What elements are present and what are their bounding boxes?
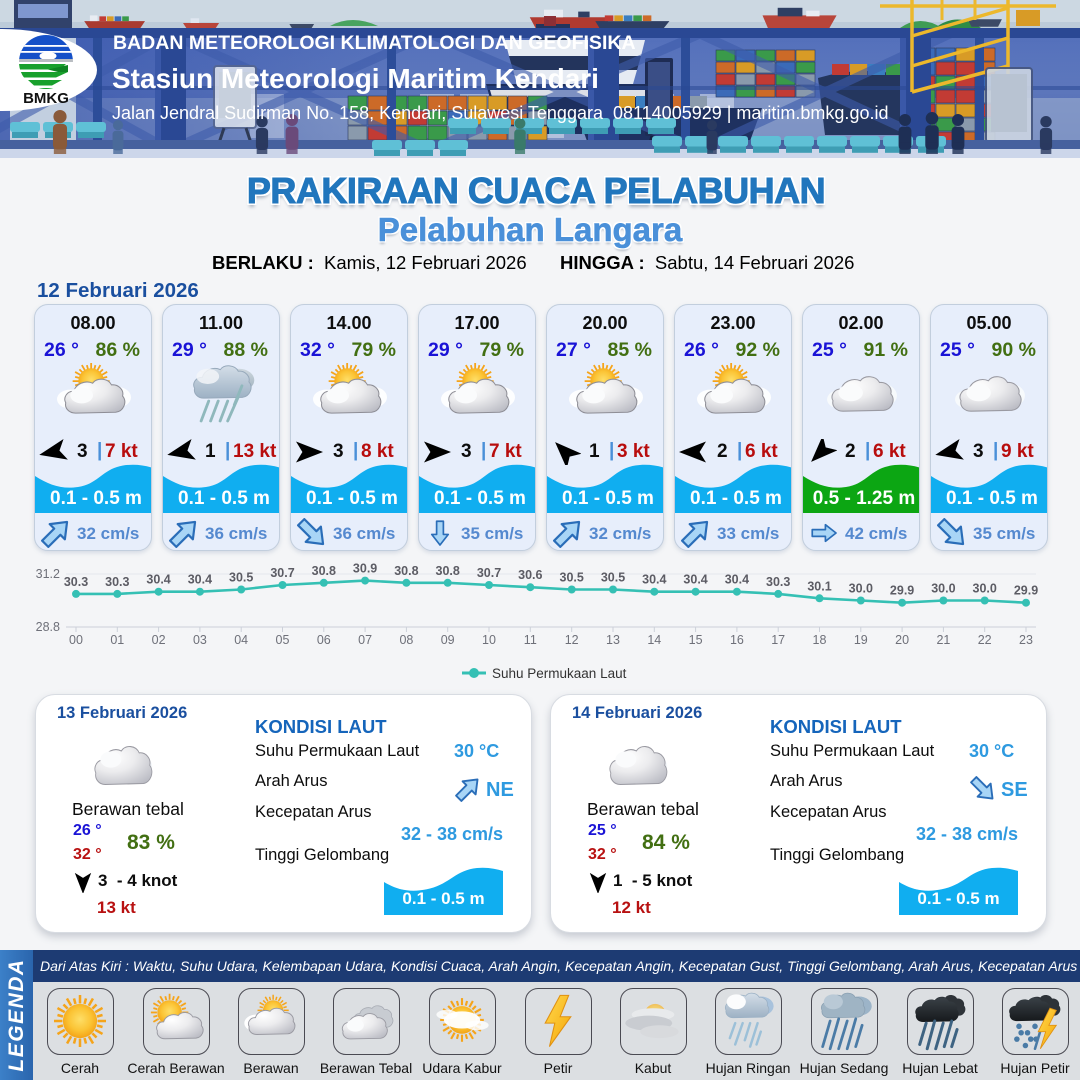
- svg-text:23: 23: [1019, 633, 1033, 647]
- svg-text:17: 17: [771, 633, 785, 647]
- svg-text:30.4: 30.4: [188, 573, 212, 587]
- svg-text:Stasiun Meteorologi Maritim Ke: Stasiun Meteorologi Maritim Kendari: [112, 63, 599, 94]
- svg-text:30.3: 30.3: [105, 575, 129, 589]
- svg-text:03: 03: [193, 633, 207, 647]
- svg-text:07: 07: [358, 633, 372, 647]
- svg-text:15: 15: [689, 633, 703, 647]
- svg-text:30.9: 30.9: [353, 562, 377, 576]
- svg-text:02: 02: [152, 633, 166, 647]
- svg-text:20: 20: [895, 633, 909, 647]
- svg-text:Jalan Jendral Sudirman No. 158: Jalan Jendral Sudirman No. 158, Kendari,…: [112, 103, 888, 123]
- svg-text:30.0: 30.0: [849, 582, 873, 596]
- svg-text:29.9: 29.9: [1014, 584, 1038, 598]
- svg-text:21: 21: [936, 633, 950, 647]
- svg-text:30.7: 30.7: [270, 566, 294, 580]
- svg-text:30.6: 30.6: [518, 568, 542, 582]
- svg-text:30.8: 30.8: [394, 564, 418, 578]
- svg-text:30.3: 30.3: [766, 575, 790, 589]
- svg-text:14: 14: [647, 633, 661, 647]
- svg-text:01: 01: [110, 633, 124, 647]
- svg-text:30.3: 30.3: [64, 575, 88, 589]
- svg-text:08: 08: [399, 633, 413, 647]
- svg-text:30.0: 30.0: [931, 582, 955, 596]
- svg-text:13: 13: [606, 633, 620, 647]
- svg-text:30.4: 30.4: [725, 573, 749, 587]
- svg-text:30.8: 30.8: [436, 564, 460, 578]
- svg-text:28.8: 28.8: [36, 620, 60, 634]
- svg-text:30.4: 30.4: [146, 573, 170, 587]
- svg-text:30.5: 30.5: [229, 571, 253, 585]
- svg-text:16: 16: [730, 633, 744, 647]
- svg-text:31.2: 31.2: [36, 567, 60, 581]
- svg-text:10: 10: [482, 633, 496, 647]
- svg-text:29.9: 29.9: [890, 584, 914, 598]
- svg-text:BMKG: BMKG: [23, 90, 69, 107]
- svg-text:30.5: 30.5: [601, 571, 625, 585]
- svg-text:30.5: 30.5: [560, 571, 584, 585]
- svg-text:00: 00: [69, 633, 83, 647]
- svg-text:09: 09: [441, 633, 455, 647]
- svg-text:22: 22: [978, 633, 992, 647]
- svg-text:18: 18: [813, 633, 827, 647]
- svg-text:05: 05: [276, 633, 290, 647]
- svg-text:19: 19: [854, 633, 868, 647]
- svg-text:30.8: 30.8: [312, 564, 336, 578]
- svg-text:06: 06: [317, 633, 331, 647]
- svg-text:12: 12: [565, 633, 579, 647]
- svg-text:30.4: 30.4: [642, 573, 666, 587]
- svg-text:Suhu Permukaan Laut: Suhu Permukaan Laut: [492, 666, 627, 681]
- svg-text:30.0: 30.0: [973, 582, 997, 596]
- svg-text:30.1: 30.1: [807, 579, 831, 593]
- svg-text:04: 04: [234, 633, 248, 647]
- svg-text:30.7: 30.7: [477, 566, 501, 580]
- svg-text:BADAN METEOROLOGI KLIMATOLOGI: BADAN METEOROLOGI KLIMATOLOGI DAN GEOFIS…: [113, 32, 636, 54]
- svg-text:30.4: 30.4: [683, 573, 707, 587]
- svg-text:11: 11: [524, 633, 537, 647]
